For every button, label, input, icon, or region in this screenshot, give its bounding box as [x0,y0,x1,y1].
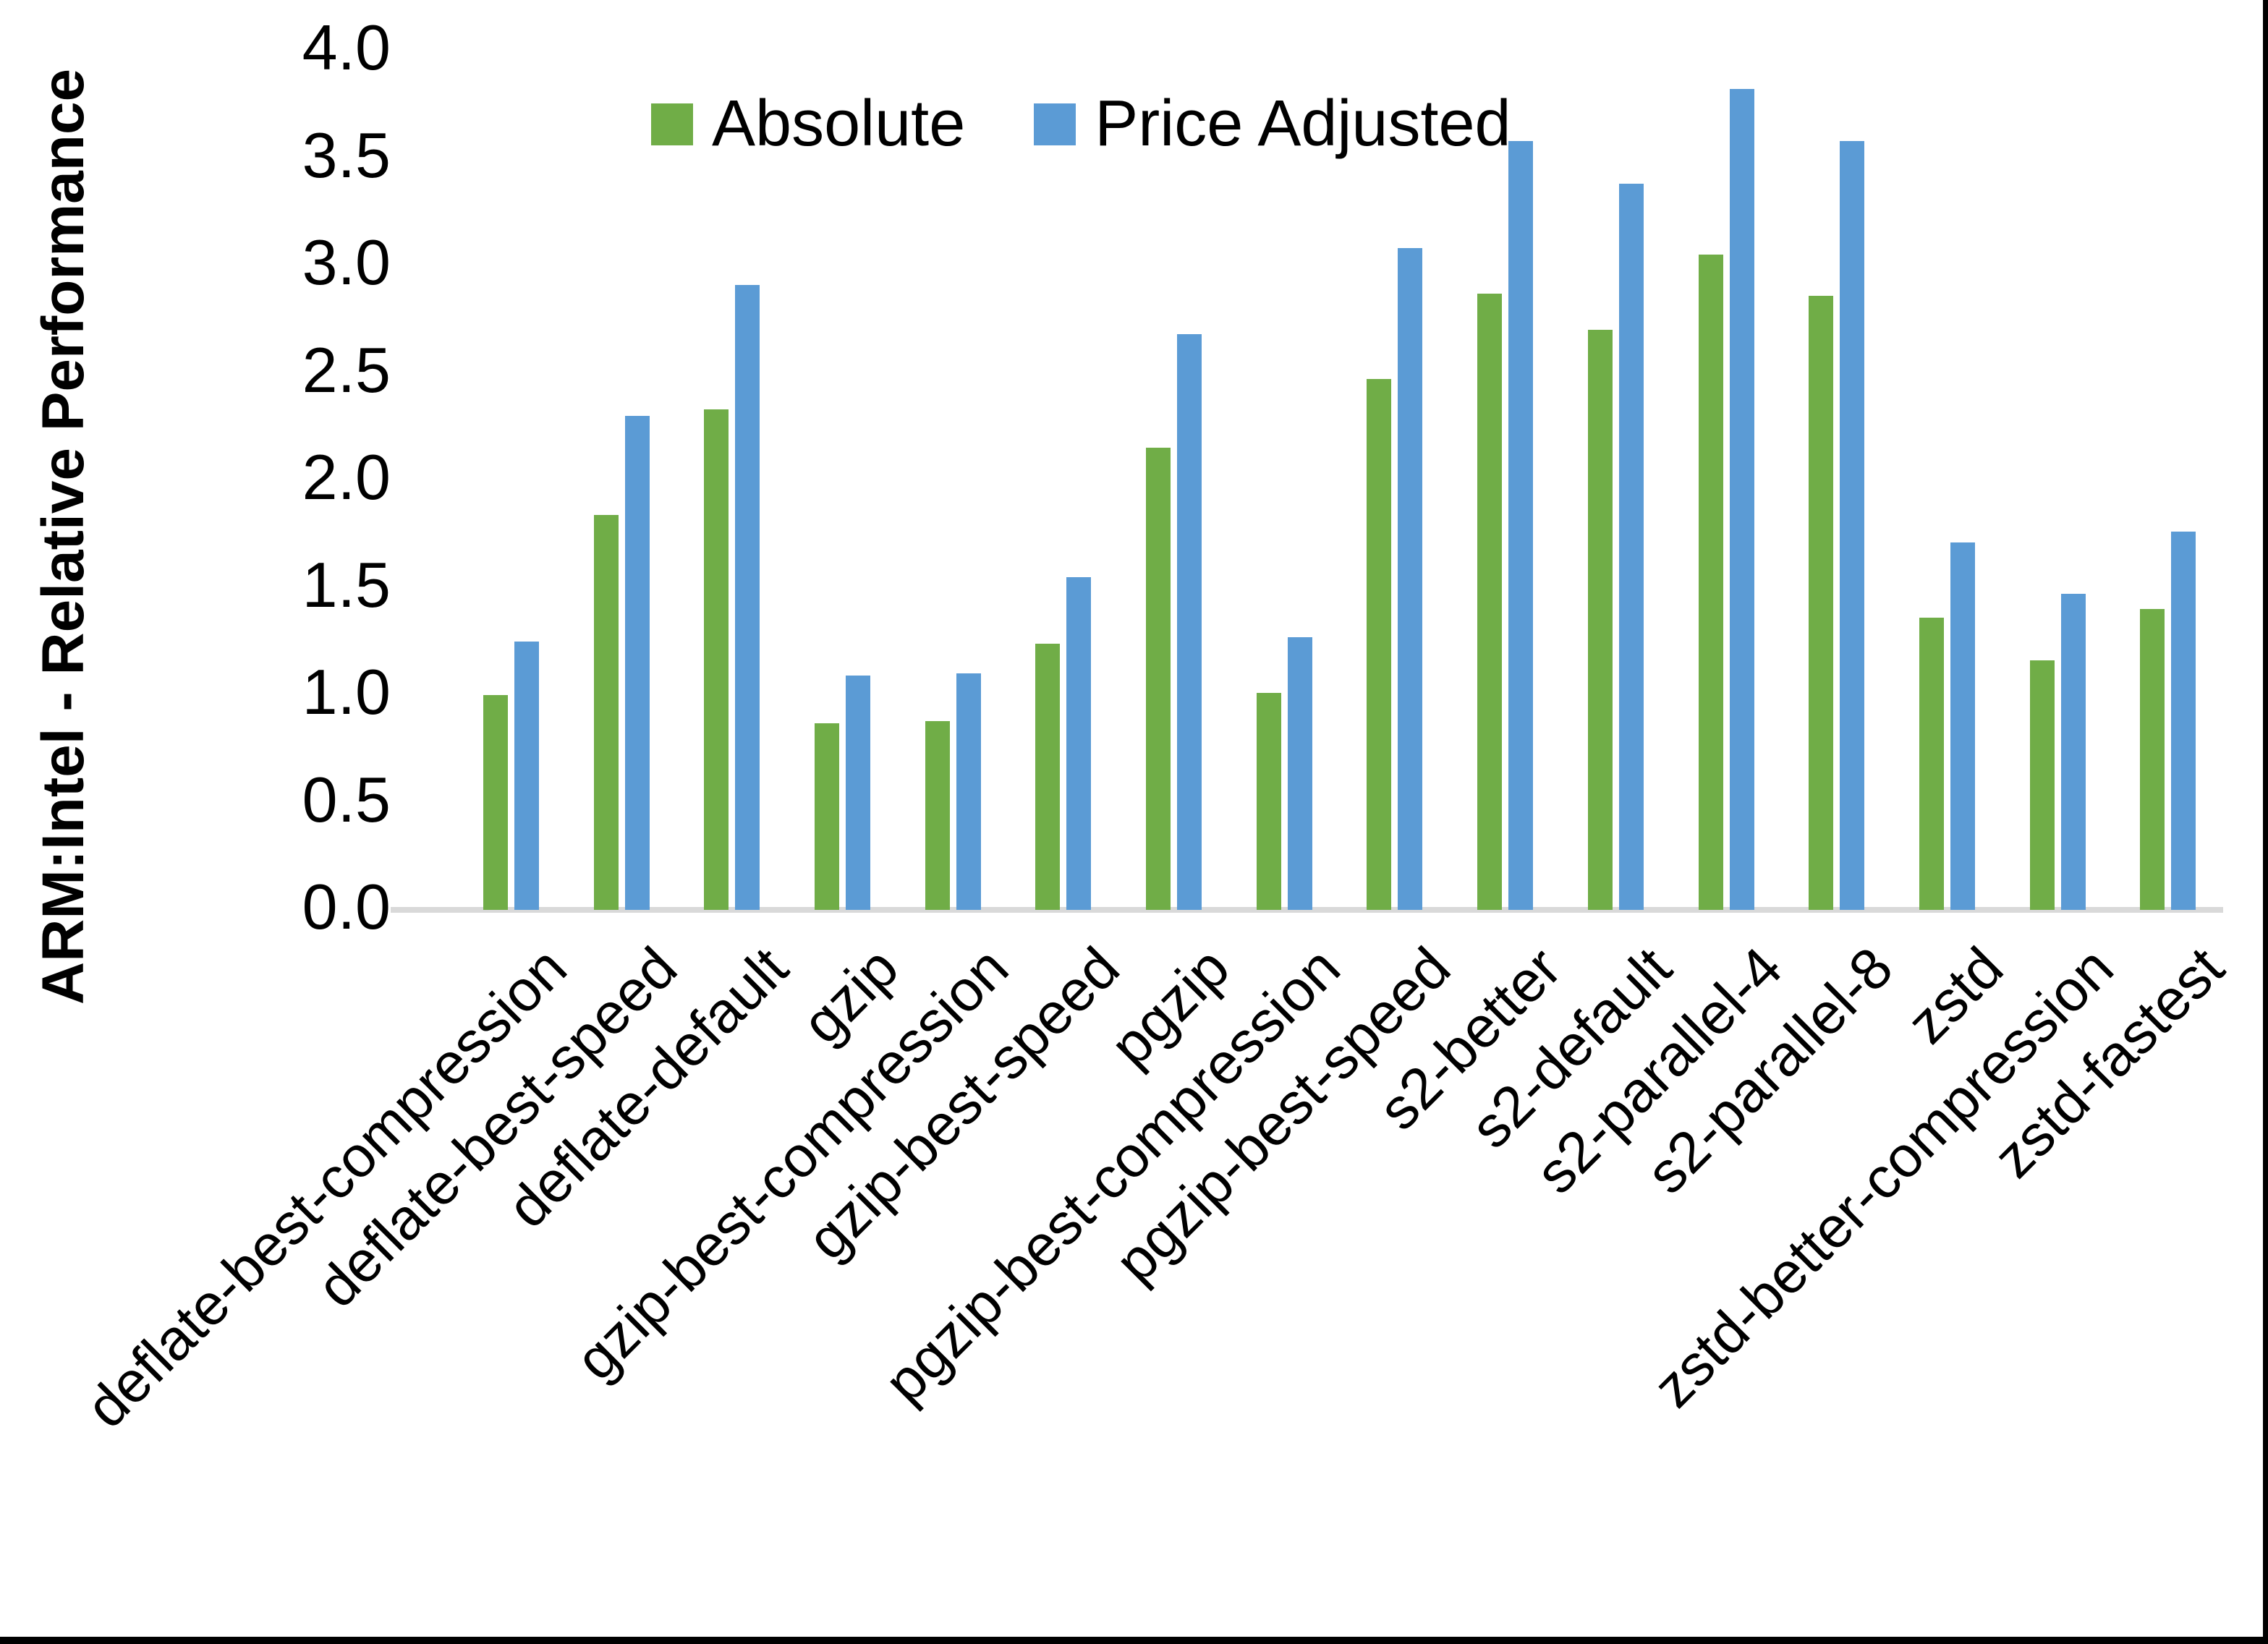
legend: Absolute Price Adjusted [651,87,1511,161]
bar-absolute [1919,618,1944,910]
bar-price-adjusted [1619,184,1644,910]
bar-absolute [1146,448,1171,910]
bar-absolute [2030,660,2055,910]
bar-price-adjusted [2061,594,2086,910]
y-tick-label: 1.0 [302,655,391,728]
bar-absolute [815,723,839,910]
legend-item: Price Adjusted [1034,87,1511,161]
bar-price-adjusted [1398,248,1422,910]
bar-price-adjusted [846,676,870,910]
bar-absolute [594,515,619,910]
bar-price-adjusted [514,642,539,910]
bar-absolute [1477,294,1502,910]
legend-swatch-icon [1034,103,1076,145]
bar-price-adjusted [625,416,650,910]
bar-price-adjusted [1066,577,1091,910]
y-axis-title: ARM:Intel - Relative Performance [30,68,96,1005]
y-tick-label: 0.5 [302,763,391,835]
legend-swatch-icon [651,103,693,145]
bar-absolute [1035,644,1060,910]
y-tick-label: 2.0 [302,440,391,513]
bar-absolute [1367,379,1391,910]
bar-price-adjusted [1950,542,1975,910]
legend-item: Absolute [651,87,965,161]
y-tick-label: 2.5 [302,333,391,406]
bar-price-adjusted [1730,89,1754,910]
y-tick-label: 0.0 [302,870,391,942]
y-tick-label: 1.5 [302,548,391,621]
y-tick-label: 3.0 [302,226,391,298]
bar-price-adjusted [1177,334,1202,910]
bar-price-adjusted [2171,532,2196,910]
bar-price-adjusted [1288,637,1312,910]
screenshot-bottom-border [0,1637,2268,1644]
bar-absolute [1699,255,1723,910]
y-tick-label: 3.5 [302,119,391,191]
legend-label: Absolute [712,88,966,160]
bar-price-adjusted [1840,141,1864,910]
bar-absolute [1257,693,1281,910]
bar-price-adjusted [1508,141,1533,910]
bar-absolute [925,721,950,910]
screenshot-right-border [2263,0,2268,1644]
bar-absolute [483,695,508,910]
bar-absolute [2140,609,2165,910]
bar-absolute [1809,296,1833,910]
y-tick-label: 4.0 [302,11,391,83]
x-axis-line [391,907,2223,913]
bar-absolute [1588,330,1613,910]
bar-absolute [704,409,729,910]
legend-label: Price Adjusted [1095,88,1511,160]
bar-price-adjusted [956,673,981,910]
bar-price-adjusted [735,285,760,910]
